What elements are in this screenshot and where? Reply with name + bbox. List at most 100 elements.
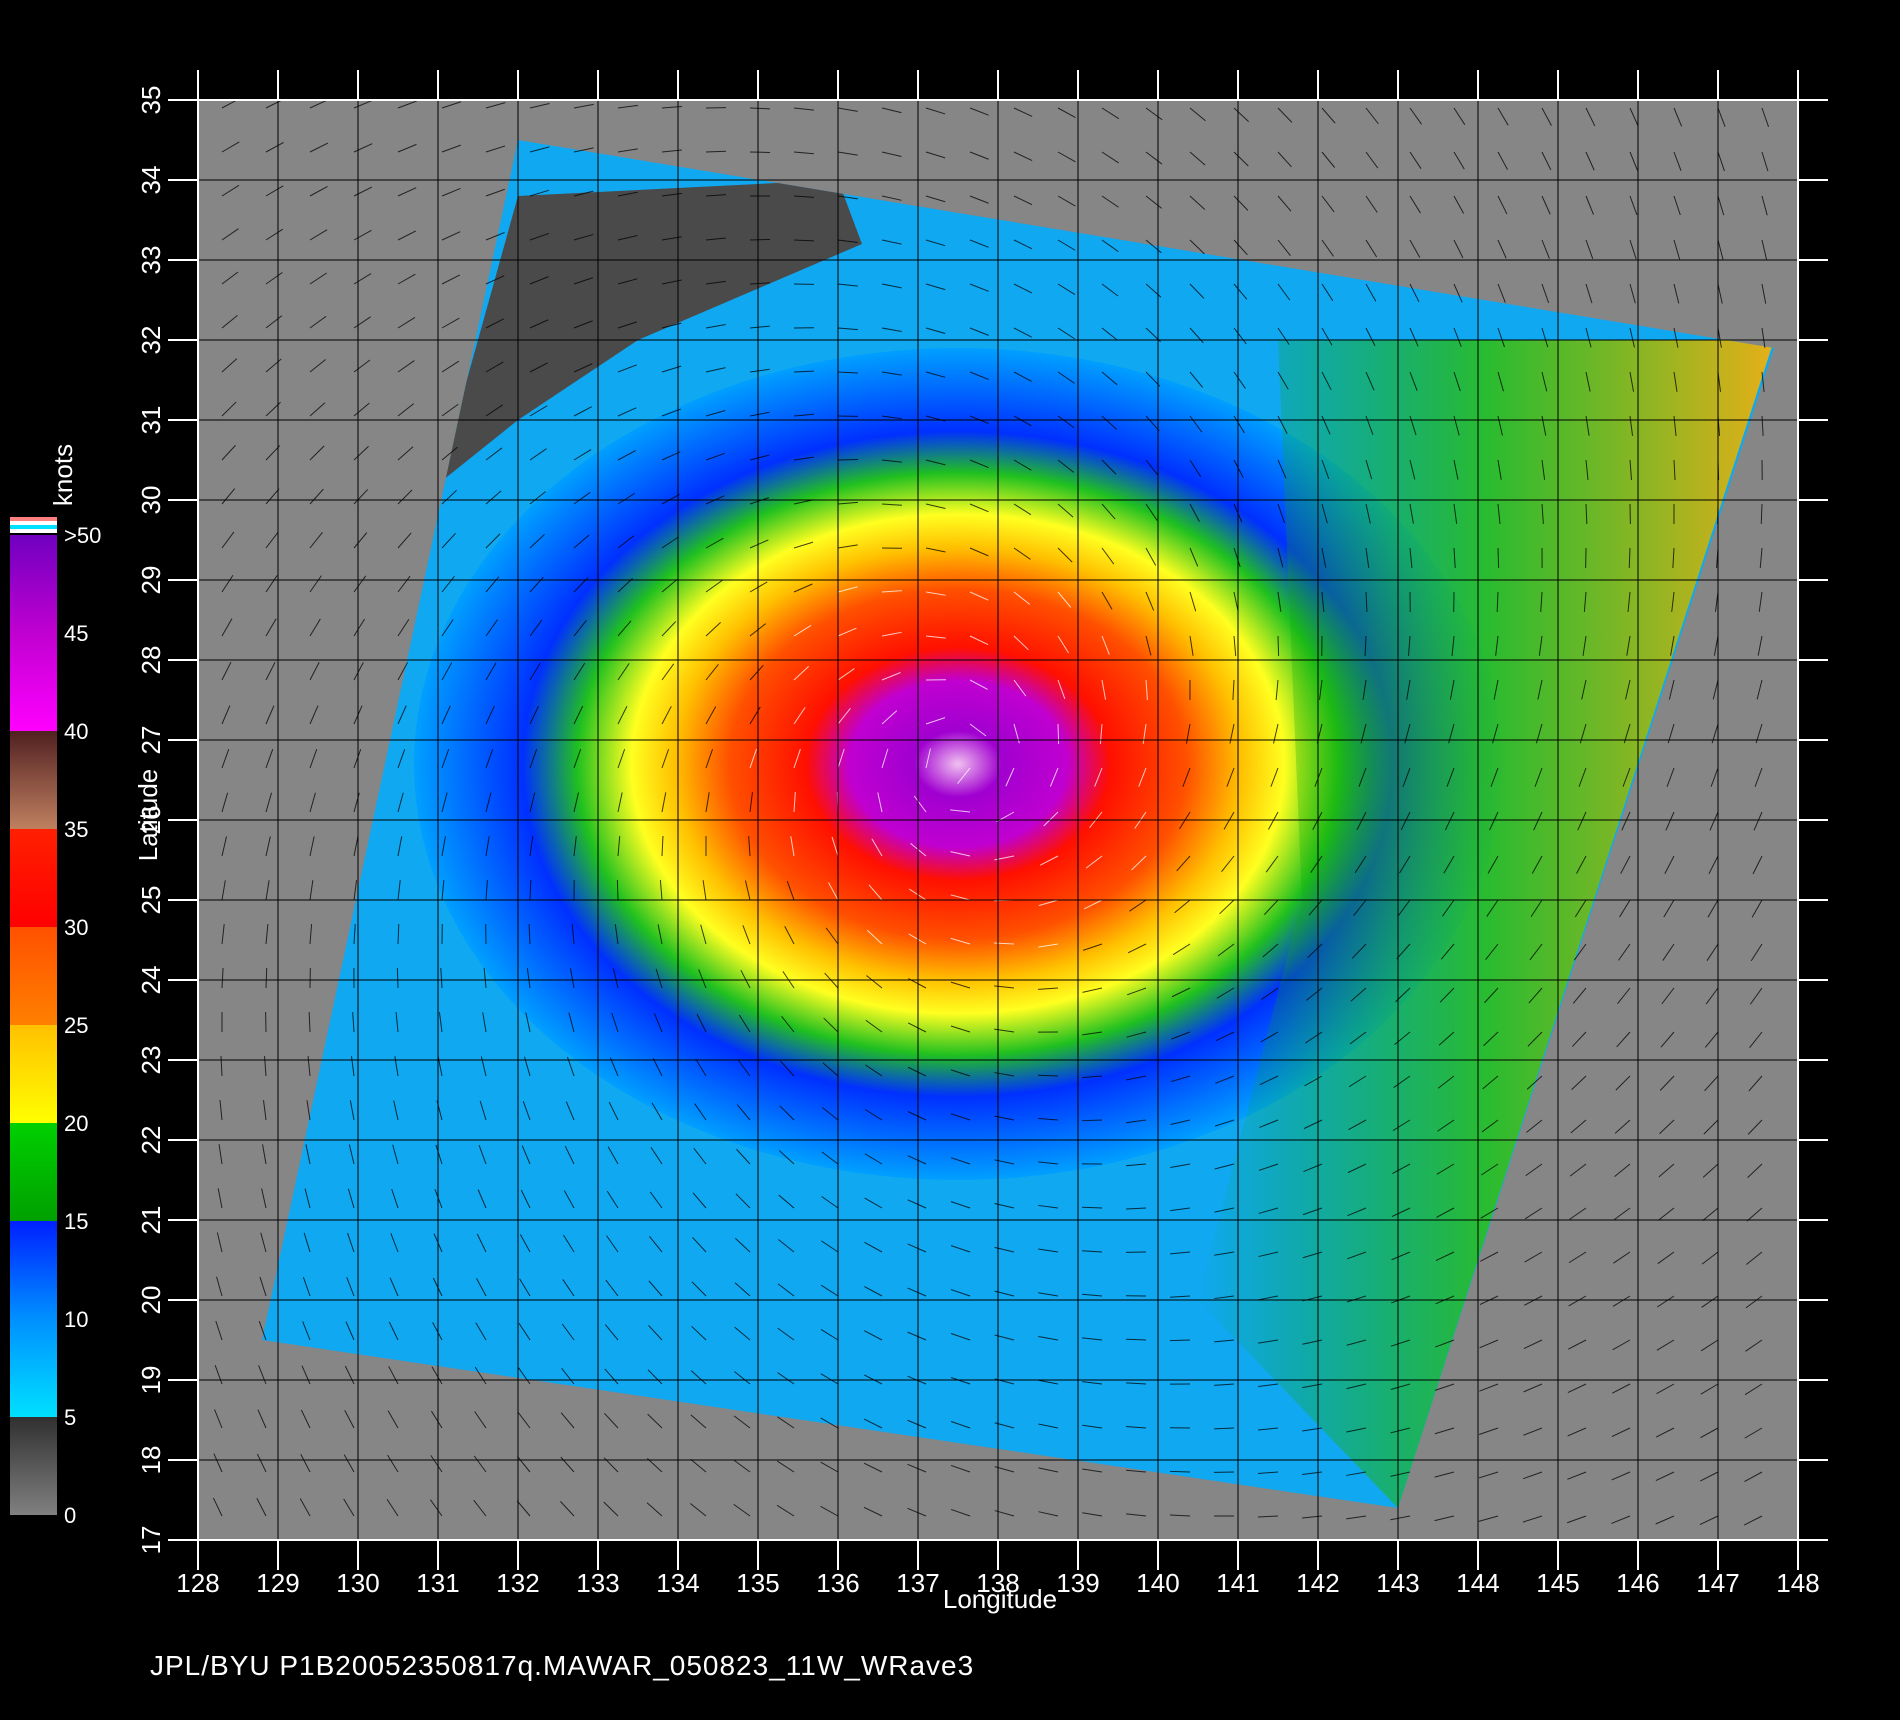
wind-vector	[698, 969, 707, 989]
wind-vector	[661, 451, 681, 461]
wind-vector	[1523, 1383, 1543, 1393]
wind-vector	[1223, 811, 1235, 830]
wind-vector	[1101, 327, 1118, 341]
wind-vector	[305, 1144, 311, 1165]
wind-vector	[1436, 1207, 1455, 1218]
wind-vector	[397, 792, 404, 813]
wind-vector	[441, 187, 461, 197]
wind-vector	[868, 884, 883, 901]
colorbar-tick-label: 5	[64, 1405, 77, 1430]
wind-vector	[353, 186, 373, 197]
x-tick-label: 141	[1216, 1568, 1259, 1598]
wind-vector	[309, 402, 326, 417]
wind-vector	[1346, 1427, 1367, 1433]
wind-vector	[1364, 635, 1367, 657]
wind-vector	[1082, 1468, 1103, 1473]
wind-vector	[485, 836, 490, 857]
y-tick-label: 27	[136, 726, 166, 755]
wind-vector	[1126, 1207, 1147, 1210]
wind-vector	[705, 748, 714, 769]
wind-vector	[1709, 811, 1719, 831]
wind-vector	[649, 1236, 663, 1253]
wind-vector	[837, 458, 859, 461]
wind-vector	[1524, 1207, 1543, 1220]
wind-vector	[1127, 987, 1147, 996]
wind-vector	[257, 1409, 267, 1429]
wind-vector	[1657, 1251, 1675, 1265]
wind-vector	[1496, 591, 1499, 613]
wind-vector	[1585, 151, 1595, 171]
wind-vector	[347, 1232, 355, 1253]
wind-vector	[397, 532, 412, 549]
wind-vector	[1038, 987, 1059, 990]
wind-vector	[1170, 1119, 1191, 1125]
wind-vector	[837, 708, 851, 725]
wind-vector	[1038, 1467, 1059, 1473]
wind-vector	[1541, 107, 1552, 126]
wind-vector	[1744, 1427, 1763, 1439]
y-tick-label: 20	[136, 1286, 166, 1315]
wind-vector	[617, 450, 636, 461]
wind-vector	[1189, 591, 1197, 612]
wind-vector	[1541, 239, 1550, 259]
wind-vector	[1582, 635, 1587, 656]
wind-vector	[485, 361, 504, 373]
wind-vector	[647, 1413, 663, 1429]
wind-vector	[1409, 327, 1419, 347]
wind-vector	[309, 445, 325, 461]
wind-vector	[822, 1107, 839, 1121]
wind-vector	[1057, 239, 1076, 251]
wind-vector	[1082, 1075, 1103, 1079]
wind-vector	[1700, 1339, 1719, 1352]
wind-vector	[742, 925, 751, 945]
wind-vector	[1537, 679, 1543, 700]
wind-vector	[881, 631, 902, 637]
wind-vector	[837, 239, 858, 243]
wind-vector	[749, 325, 770, 329]
wind-vector	[1478, 1471, 1499, 1479]
wind-vector	[604, 1368, 619, 1385]
wind-vector	[1541, 283, 1550, 304]
wind-vector	[353, 662, 364, 681]
wind-vector	[1176, 855, 1191, 872]
wind-vector	[221, 184, 240, 197]
wind-vector	[1214, 1251, 1235, 1256]
wind-vector	[749, 497, 770, 505]
wind-vector	[397, 316, 416, 329]
wind-vector	[1013, 151, 1033, 161]
wind-vector	[220, 1056, 223, 1077]
wind-vector	[1189, 415, 1203, 433]
wind-vector	[1493, 679, 1499, 700]
wind-vector	[749, 664, 764, 681]
wind-vector	[1484, 987, 1499, 1004]
wind-vector	[736, 1148, 751, 1165]
wind-vector	[1611, 1515, 1631, 1524]
colorbar-segment	[10, 731, 57, 829]
x-tick-label: 146	[1616, 1568, 1659, 1598]
wind-vector	[820, 1505, 839, 1517]
wind-vector	[1530, 899, 1543, 918]
wind-vector	[221, 661, 232, 681]
wind-vector	[1613, 1207, 1631, 1221]
wind-vector	[529, 448, 547, 461]
wind-vector	[749, 454, 770, 461]
wind-vector	[1717, 327, 1722, 348]
wind-vector	[265, 705, 275, 725]
wind-vector	[573, 277, 594, 285]
wind-vector	[221, 924, 225, 945]
wind-vector	[1302, 1339, 1323, 1345]
wind-vector	[1497, 503, 1501, 524]
wind-vector	[1040, 855, 1059, 866]
wind-vector	[1013, 547, 1031, 560]
x-tick-label: 137	[896, 1568, 939, 1598]
wind-vector	[661, 578, 678, 593]
wind-vector	[907, 1022, 927, 1033]
wind-vector	[309, 705, 319, 725]
wind-vector	[1145, 195, 1162, 209]
wind-vector	[1437, 1075, 1455, 1089]
wind-vector	[1710, 767, 1719, 787]
wind-vector	[1489, 811, 1499, 831]
wind-vector	[825, 927, 839, 945]
land-mask	[438, 180, 862, 484]
wind-vector	[1533, 811, 1543, 831]
